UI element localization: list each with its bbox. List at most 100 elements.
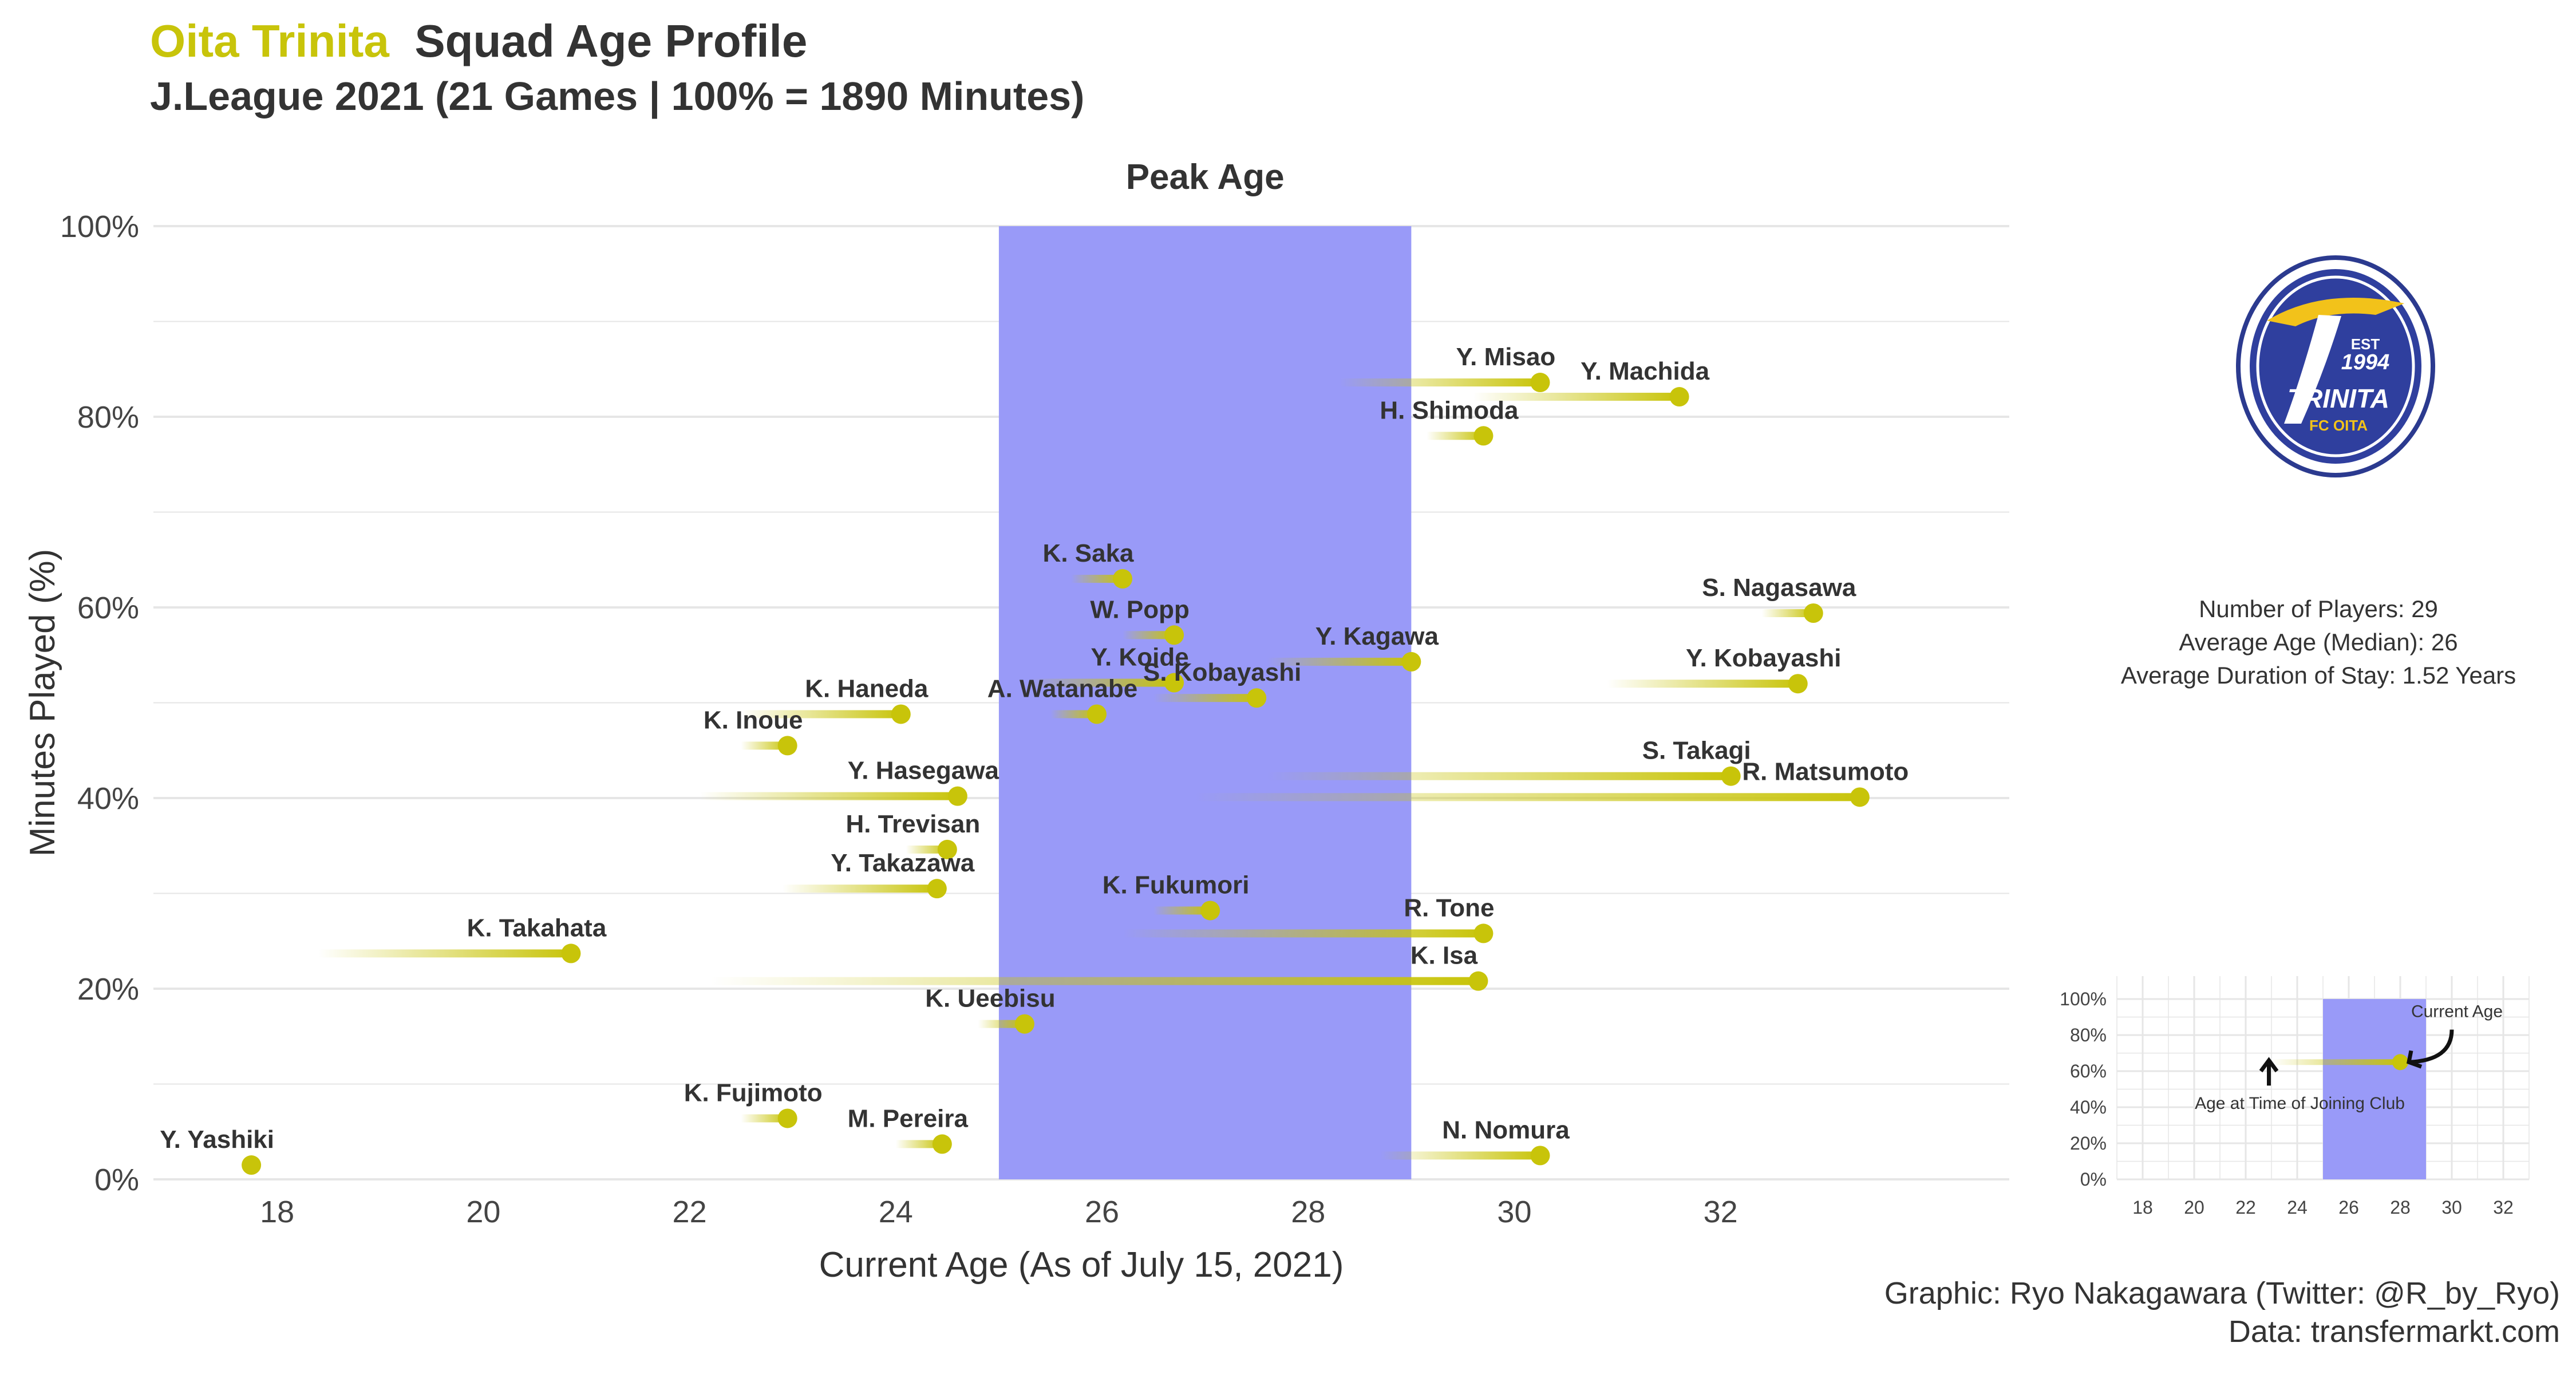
player-label: K. Saka — [1043, 539, 1135, 567]
peak-age-band — [998, 226, 1412, 1179]
x-tick-label: 20 — [466, 1195, 500, 1229]
player-trail — [895, 1140, 942, 1148]
logo-sub: FC OITA — [2309, 417, 2368, 434]
current-age-arrow — [2408, 1029, 2454, 1064]
player-label: Y. Machida — [1581, 357, 1709, 385]
player-point — [1113, 569, 1133, 589]
player-point — [1530, 373, 1550, 393]
player-point — [1200, 901, 1220, 921]
y-tick-label: 20% — [77, 972, 139, 1006]
current-age-annotation: Current Age — [2411, 1002, 2503, 1021]
inset-x-tick-label: 30 — [2441, 1197, 2462, 1218]
player-trail — [1473, 393, 1680, 401]
player-point — [932, 1134, 952, 1154]
inset-example-point — [2392, 1054, 2408, 1071]
player-label: Y. Hasegawa — [848, 757, 999, 785]
player-label: A. Watanabe — [987, 674, 1137, 702]
y-axis-title: Minutes Played (%) — [23, 549, 62, 857]
player-point — [937, 839, 957, 859]
player-label: K. Fukumori — [1103, 871, 1250, 899]
caption-graphic: Graphic: Ryo Nakagawara (Twitter: @R_by_… — [1884, 1276, 2560, 1310]
x-tick-label: 28 — [1291, 1195, 1325, 1229]
inset-y-tick-label: 40% — [2070, 1097, 2107, 1118]
chart-subtitle: J.League 2021 (21 Games | 100% = 1890 Mi… — [150, 74, 1085, 119]
logo-est: EST — [2351, 335, 2380, 353]
player-point — [1669, 387, 1689, 407]
player-label: Y. Misao — [1456, 343, 1556, 371]
player-label: K. Fujimoto — [684, 1079, 823, 1107]
player-point — [1850, 787, 1870, 807]
joined-age-annotation: Age at Time of Joining Club — [2195, 1094, 2405, 1113]
player-point — [1401, 652, 1421, 672]
player-trail — [1339, 378, 1540, 387]
x-tick-label: 32 — [1704, 1195, 1738, 1229]
inset-x-tick-label: 22 — [2235, 1197, 2256, 1218]
player-point — [1788, 674, 1808, 694]
squad-stats: Number of Players: 29 Average Age (Media… — [2118, 593, 2519, 692]
inset-x-tick-label: 20 — [2184, 1197, 2204, 1218]
player-trail — [1380, 1151, 1540, 1160]
player-label: K. Isa — [1411, 942, 1478, 970]
inset-y-tick-label: 0% — [2080, 1169, 2107, 1190]
stat-median-age: Average Age (Median): 26 — [2179, 629, 2458, 656]
player-point — [1468, 971, 1488, 991]
player-point — [1803, 603, 1823, 623]
player-point — [1087, 704, 1107, 724]
team-name: Oita Trinita — [150, 15, 389, 66]
caption-data: Data: transfermarkt.com — [2228, 1314, 2560, 1349]
player-label: K. Takahata — [467, 914, 607, 942]
inset-y-tick-label: 20% — [2070, 1133, 2107, 1154]
oita-trinita-crest-icon: EST 1994 TRINITA FC OITA — [2236, 255, 2435, 477]
inset-y-tick-label: 100% — [2060, 989, 2107, 1009]
player-label: S. Nagasawa — [1702, 574, 1856, 602]
logo-name: TRINITA — [2287, 384, 2389, 413]
player-label: Y. Kobayashi — [1686, 644, 1841, 672]
player-trail — [1607, 680, 1798, 688]
player-trail — [1070, 575, 1123, 583]
joined-age-arrowhead — [2259, 1057, 2279, 1073]
stat-players: Number of Players: 29 — [2199, 595, 2438, 622]
player-trail — [782, 885, 937, 893]
player-label: H. Shimoda — [1380, 396, 1519, 424]
inset-x-tick-label: 28 — [2390, 1197, 2411, 1218]
player-trail — [1153, 694, 1257, 702]
player-point — [927, 879, 947, 899]
peak-age-label: Peak Age — [1126, 157, 1285, 197]
player-point — [1530, 1146, 1550, 1166]
player-point — [777, 1108, 797, 1128]
player-trail — [1195, 793, 1860, 802]
inset-x-tick-label: 26 — [2338, 1197, 2359, 1218]
player-label: Y. Yashiki — [160, 1126, 274, 1154]
player-point — [242, 1155, 262, 1175]
player-trail — [1050, 710, 1097, 718]
chart-title: Oita Trinita Squad Age Profile — [150, 15, 807, 68]
current-age-arrowhead — [2406, 1050, 2423, 1069]
player-point — [891, 704, 911, 724]
player-trail — [978, 1020, 1025, 1028]
player-point — [1014, 1014, 1034, 1034]
player-label: Y. Koide — [1091, 643, 1189, 672]
player-trail — [1029, 678, 1175, 687]
x-tick-label: 22 — [673, 1195, 707, 1229]
player-trail — [1267, 657, 1412, 666]
x-axis-title: Current Age (As of July 15, 2021) — [819, 1245, 1344, 1285]
y-tick-label: 80% — [77, 400, 139, 435]
title-text: Squad Age Profile — [414, 15, 808, 66]
x-tick-label: 24 — [879, 1195, 913, 1229]
inset-x-tick-label: 32 — [2493, 1197, 2514, 1218]
stat-stay: Average Duration of Stay: 1.52 Years — [2120, 662, 2516, 689]
club-logo: EST 1994 TRINITA FC OITA — [2233, 252, 2439, 481]
player-trail — [710, 977, 1479, 985]
y-tick-label: 100% — [60, 210, 139, 244]
x-tick-label: 18 — [260, 1195, 294, 1229]
player-label: M. Pereira — [848, 1104, 969, 1132]
inset-y-tick-label: 60% — [2070, 1061, 2107, 1081]
player-trail — [1123, 631, 1175, 639]
player-label: Y. Kagawa — [1315, 622, 1439, 650]
player-point — [561, 943, 581, 964]
inset-y-tick-label: 80% — [2070, 1025, 2107, 1045]
logo-year: 1994 — [2341, 350, 2390, 374]
inset-example-trail — [2271, 1059, 2400, 1065]
player-trail — [318, 949, 571, 958]
